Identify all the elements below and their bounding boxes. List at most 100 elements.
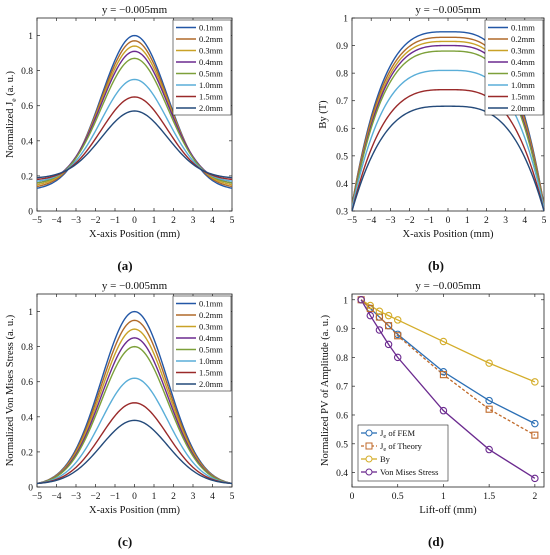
y-tick-label: 0.6 [336, 411, 348, 421]
legend-label: 0.1mm [511, 23, 535, 33]
legend-marker [365, 455, 373, 463]
x-tick-label: 2 [171, 216, 176, 226]
x-tick-label: 1 [152, 216, 157, 226]
x-tick-label: 2 [484, 216, 489, 226]
legend-box [484, 19, 544, 116]
legend-label: 0.5mm [199, 345, 223, 355]
y-tick-label: 1 [28, 308, 33, 318]
panel-d: y = −0.005mm 0 0.5 1 1.5 2 0.4 0.5 0.6 0.7 0.8 0.9 1… [320, 280, 545, 549]
panel-c: y = −0.005mm −5 −4 −3 −2 −1 0 1 2 3 4 5 0 0.2 0.4 0.6 0.… [5, 280, 235, 549]
y-axis-label-text: By (T) [318, 100, 329, 129]
x-tick-label: −3 [71, 492, 81, 502]
x-tick-label: 4 [210, 492, 215, 502]
legend-box [172, 19, 232, 116]
data-point-marker [439, 337, 448, 346]
panel-b: y = −0.005mm −5 −4 −3 −2 −1 0 1 2 3 4 5 0.3 0.4 0.5 0.6… [318, 4, 547, 273]
x-tick-label: −4 [51, 492, 61, 502]
legend-label: 2.0mm [199, 379, 223, 389]
series-line-6 [352, 88, 544, 211]
x-tick-label: −3 [71, 216, 81, 226]
legend-label: 0.3mm [511, 46, 535, 56]
series-line-0 [360, 299, 536, 425]
data-point-marker [385, 322, 393, 330]
y-tick-label: 0.5 [336, 440, 348, 450]
y-tick-label: 0.2 [21, 448, 33, 458]
y-tick-label: 0.8 [336, 354, 348, 364]
x-tick-label: 5 [230, 492, 235, 502]
panel-label: (c) [118, 534, 132, 549]
y-tick-label: 0.4 [21, 137, 33, 147]
data-point-marker [384, 311, 393, 320]
x-tick-label: −1 [424, 216, 434, 226]
y-axis-label: Normalized PV of Amplitude (a. u.) [320, 314, 331, 466]
series-line-7 [37, 110, 232, 179]
y-axis-label: Normalized Je (a. u.) [5, 70, 18, 158]
legend-label: 1.5mm [511, 92, 535, 102]
chart-title: y = −0.005mm [415, 280, 481, 292]
series-line-7 [352, 105, 544, 211]
legend-label: 1.0mm [199, 356, 223, 366]
y-tick-label: 1 [343, 15, 348, 25]
legend-label: 0.5mm [511, 69, 535, 79]
x-tick-label: −2 [405, 216, 415, 226]
y-tick-label: 0.9 [336, 325, 348, 335]
data-point-marker [375, 307, 384, 316]
series-line-4 [37, 345, 232, 485]
legend-marker [365, 429, 373, 437]
y-tick-label: 0 [28, 208, 33, 218]
x-tick-label: 0 [350, 492, 355, 502]
legend-label: 0.3mm [199, 322, 223, 332]
x-tick-label: 0 [132, 216, 137, 226]
x-axis-label: X-axis Position (mm) [89, 229, 181, 240]
y-tick-label: 0.6 [336, 125, 348, 135]
y-tick-label: 1 [343, 296, 348, 306]
data-point-marker [439, 406, 448, 415]
data-point-marker [394, 332, 402, 340]
data-point-marker [393, 353, 402, 362]
x-tick-label: −2 [90, 492, 100, 502]
y-tick-label: 0.4 [21, 413, 33, 423]
panel-label: (d) [428, 534, 444, 549]
legend-label: Von Mises Stress [380, 467, 438, 477]
y-tick-label: 1 [28, 32, 33, 42]
legend-marker [365, 468, 373, 476]
y-tick-label: 0.3 [336, 208, 348, 218]
series-line-7 [37, 419, 232, 485]
chart-title: y = −0.005mm [102, 280, 168, 292]
x-tick-label: 5 [230, 216, 235, 226]
y-axis-label-text: Normalized J [5, 102, 16, 158]
legend-label: 0.5mm [199, 69, 223, 79]
y-tick-label: 0.8 [21, 67, 33, 77]
y-axis-label: By (T) [318, 100, 329, 129]
y-axis-label: Normalized Von Mises Stress (a. u.) [5, 314, 16, 466]
data-point-marker [366, 304, 374, 312]
x-tick-label: −5 [347, 216, 357, 226]
y-axis-label-suffix: (a. u.) [5, 70, 16, 98]
y-tick-label: 0.9 [336, 42, 348, 52]
legend-label: Je of Theory [380, 441, 423, 453]
x-tick-label: 2 [532, 492, 537, 502]
x-tick-label: −4 [51, 216, 61, 226]
x-tick-label: −1 [110, 216, 120, 226]
data-point-marker [366, 301, 375, 310]
series-line-2 [37, 328, 232, 485]
y-axis-label-subscript: e [9, 98, 18, 102]
x-tick-label: 2 [171, 492, 176, 502]
y-tick-label: 0.5 [336, 152, 348, 162]
series-group [37, 310, 232, 485]
data-point-marker [357, 296, 365, 304]
legend-label: 1.5mm [199, 368, 223, 378]
legend-label: By [380, 454, 391, 464]
y-tick-label: 0.8 [336, 70, 348, 80]
x-tick-label: 0.5 [392, 492, 404, 502]
legend-label: 0.2mm [199, 310, 223, 320]
series-group [37, 34, 232, 189]
legend-label: 0.4mm [511, 57, 535, 67]
y-tick-label: 0.7 [336, 97, 348, 107]
data-point-marker [485, 396, 493, 405]
y-tick-label: 0.6 [21, 378, 33, 388]
x-tick-label: 3 [503, 216, 508, 226]
